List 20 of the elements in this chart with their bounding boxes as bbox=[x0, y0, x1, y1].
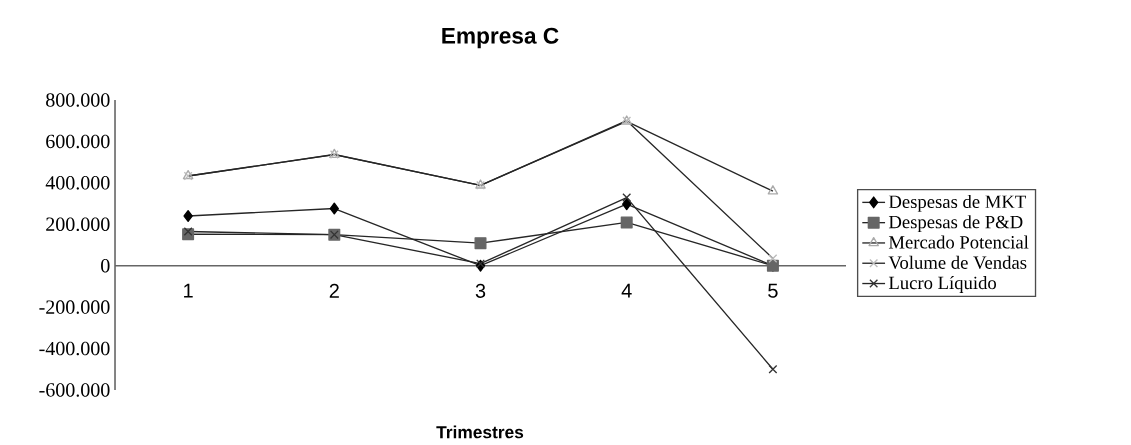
x-tick-label: 3 bbox=[475, 283, 486, 298]
y-tick-label: 400.000 bbox=[45, 176, 110, 190]
x-tick-label: 5 bbox=[768, 283, 778, 298]
y-tick-label: -600.000 bbox=[39, 383, 110, 397]
x-tick-label: 1 bbox=[184, 283, 193, 298]
x-axis-title: Trimestres bbox=[436, 425, 524, 439]
legend-label: Mercado Potencial bbox=[888, 235, 1029, 249]
y-tick-label: 0 bbox=[101, 258, 110, 273]
x-tick-label: 4 bbox=[621, 283, 632, 298]
y-tick-label: 600.000 bbox=[46, 134, 110, 149]
y-tick-label: 800.000 bbox=[46, 93, 110, 107]
y-tick-label: -400.000 bbox=[39, 341, 110, 356]
legend-label: Despesas de MKT bbox=[888, 194, 1026, 212]
legend-label: Lucro Líquido bbox=[888, 276, 997, 293]
legend-label: Despesas de P&D bbox=[888, 215, 1023, 233]
x-tick-label: 2 bbox=[329, 283, 339, 298]
chart-title: Empresa C bbox=[442, 27, 559, 49]
legend-label: Volume de Vendas bbox=[888, 255, 1027, 269]
y-tick-label: 200.000 bbox=[46, 217, 110, 232]
y-tick-label: -200.000 bbox=[39, 300, 110, 314]
